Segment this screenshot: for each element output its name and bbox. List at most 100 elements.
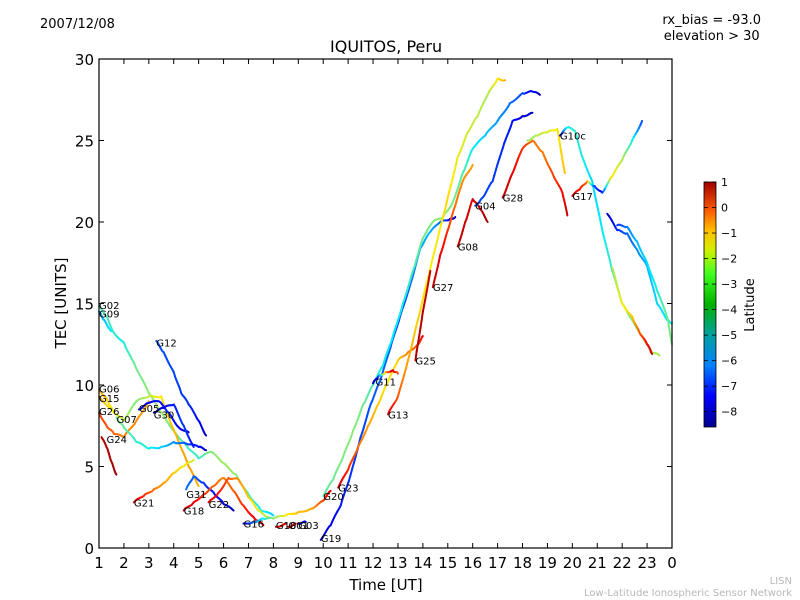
series-segment (186, 430, 190, 434)
footer-org-short: LISN (769, 576, 792, 587)
series-segment (596, 205, 600, 215)
series-segment (485, 219, 489, 223)
series-segment (562, 165, 566, 175)
x-tick-label: 1 (94, 554, 104, 572)
series-g03 (297, 520, 307, 526)
series-segment (445, 196, 449, 207)
satellite-label: G11 (376, 378, 396, 389)
satellite-label: G19 (321, 534, 341, 545)
series-segment (616, 284, 620, 294)
series-segment (418, 241, 423, 250)
series-segment (419, 319, 423, 330)
x-tick-label: 4 (169, 554, 179, 572)
x-tick-label: 0 (667, 554, 677, 572)
series-segment (606, 248, 610, 258)
series-segment (607, 255, 612, 265)
series-segment (413, 325, 418, 335)
series-segment (364, 414, 369, 423)
satellite-label: G09 (99, 309, 119, 320)
x-tick-label: 19 (538, 554, 557, 572)
series-segment (617, 291, 622, 300)
colorbar-ticks: 1 0 −1 −2 −3 −4 −5 −6 −7 −8 (704, 176, 737, 419)
satellite-label: G16 (243, 520, 263, 531)
y-tick-label: 10 (75, 377, 94, 395)
x-tick-label: 18 (513, 554, 532, 572)
series-g30 (152, 403, 195, 448)
series-segment (426, 276, 431, 287)
colorbar-title: Latitude (743, 278, 758, 332)
series-segment (396, 389, 401, 398)
series-segment (652, 289, 657, 298)
series-g31 (185, 475, 235, 512)
series-segment (431, 250, 436, 259)
series-segment (650, 351, 654, 356)
info-box: rx_bias = -93.0 elevation > 30 (662, 13, 761, 45)
series-segment (366, 408, 370, 417)
x-tick-label: 15 (438, 554, 457, 572)
series-g21 (132, 458, 195, 504)
series-segment (601, 229, 605, 239)
colorbar-tick-label: −7 (721, 380, 737, 393)
series-segment (436, 229, 441, 240)
series-segment (421, 335, 424, 339)
series-segment (391, 329, 396, 338)
rx-bias-label: rx_bias = -93.0 (662, 13, 761, 28)
series-segment (558, 143, 563, 153)
series-segment (565, 209, 569, 217)
series-segment (191, 442, 195, 448)
series-g02 (98, 305, 275, 517)
colorbar-tick-label: −8 (721, 406, 737, 419)
x-tick-label: 13 (388, 554, 407, 572)
series-segment (592, 189, 597, 200)
series-segment (639, 119, 644, 126)
satellite-label: G21 (134, 498, 154, 509)
x-tick-label: 8 (269, 554, 279, 572)
series-segment (401, 372, 406, 381)
satellite-label: G10c (560, 132, 586, 143)
series-g15 (98, 394, 200, 488)
series-segment (560, 150, 564, 161)
x-tick-label: 22 (613, 554, 632, 572)
colorbar-tick-label: −5 (721, 329, 737, 342)
series-g27 (431, 163, 474, 289)
x-tick-label: 6 (219, 554, 229, 572)
series-segment (438, 223, 443, 232)
series-g22b (611, 266, 654, 356)
series-segment (270, 512, 275, 517)
colorbar-tick-label: 0 (721, 202, 728, 215)
satellite-label: G27 (433, 283, 453, 294)
series-g10 (274, 522, 287, 528)
x-tick-label: 7 (244, 554, 254, 572)
satellite-label: G07 (116, 415, 136, 426)
x-tick-label: 16 (463, 554, 482, 572)
series-segment (451, 170, 456, 179)
y-tick-label: 20 (75, 214, 94, 232)
series-segment (443, 204, 448, 213)
series-segment (425, 284, 429, 294)
series-g16 (242, 489, 332, 525)
series-segment (421, 304, 426, 313)
series-segment (433, 243, 438, 253)
series-g24 (100, 436, 118, 476)
satellite-label: G08 (458, 242, 478, 253)
series-segment (453, 163, 458, 173)
series-g26 (98, 400, 150, 439)
series-g17c (616, 223, 673, 346)
colorbar-gradient (703, 181, 717, 428)
series-segment (493, 168, 497, 177)
x-tick-label: 2 (119, 554, 129, 572)
x-tick-label: 10 (314, 554, 333, 572)
series-segment (537, 92, 541, 96)
series-g11 (372, 369, 399, 385)
series-segment (411, 332, 416, 342)
series-segment (203, 432, 208, 437)
series-segment (646, 265, 650, 274)
series-segment (415, 253, 419, 262)
series-segment (352, 455, 357, 464)
x-tick-label: 21 (588, 554, 607, 572)
series-segment (455, 155, 459, 166)
footer-credits: LISN Low-Latitude Ionospheric Sensor Net… (584, 576, 792, 600)
colorbar-tick-label: −4 (721, 304, 737, 317)
y-tick-label: 30 (75, 51, 94, 69)
x-tick-label: 9 (294, 554, 304, 572)
